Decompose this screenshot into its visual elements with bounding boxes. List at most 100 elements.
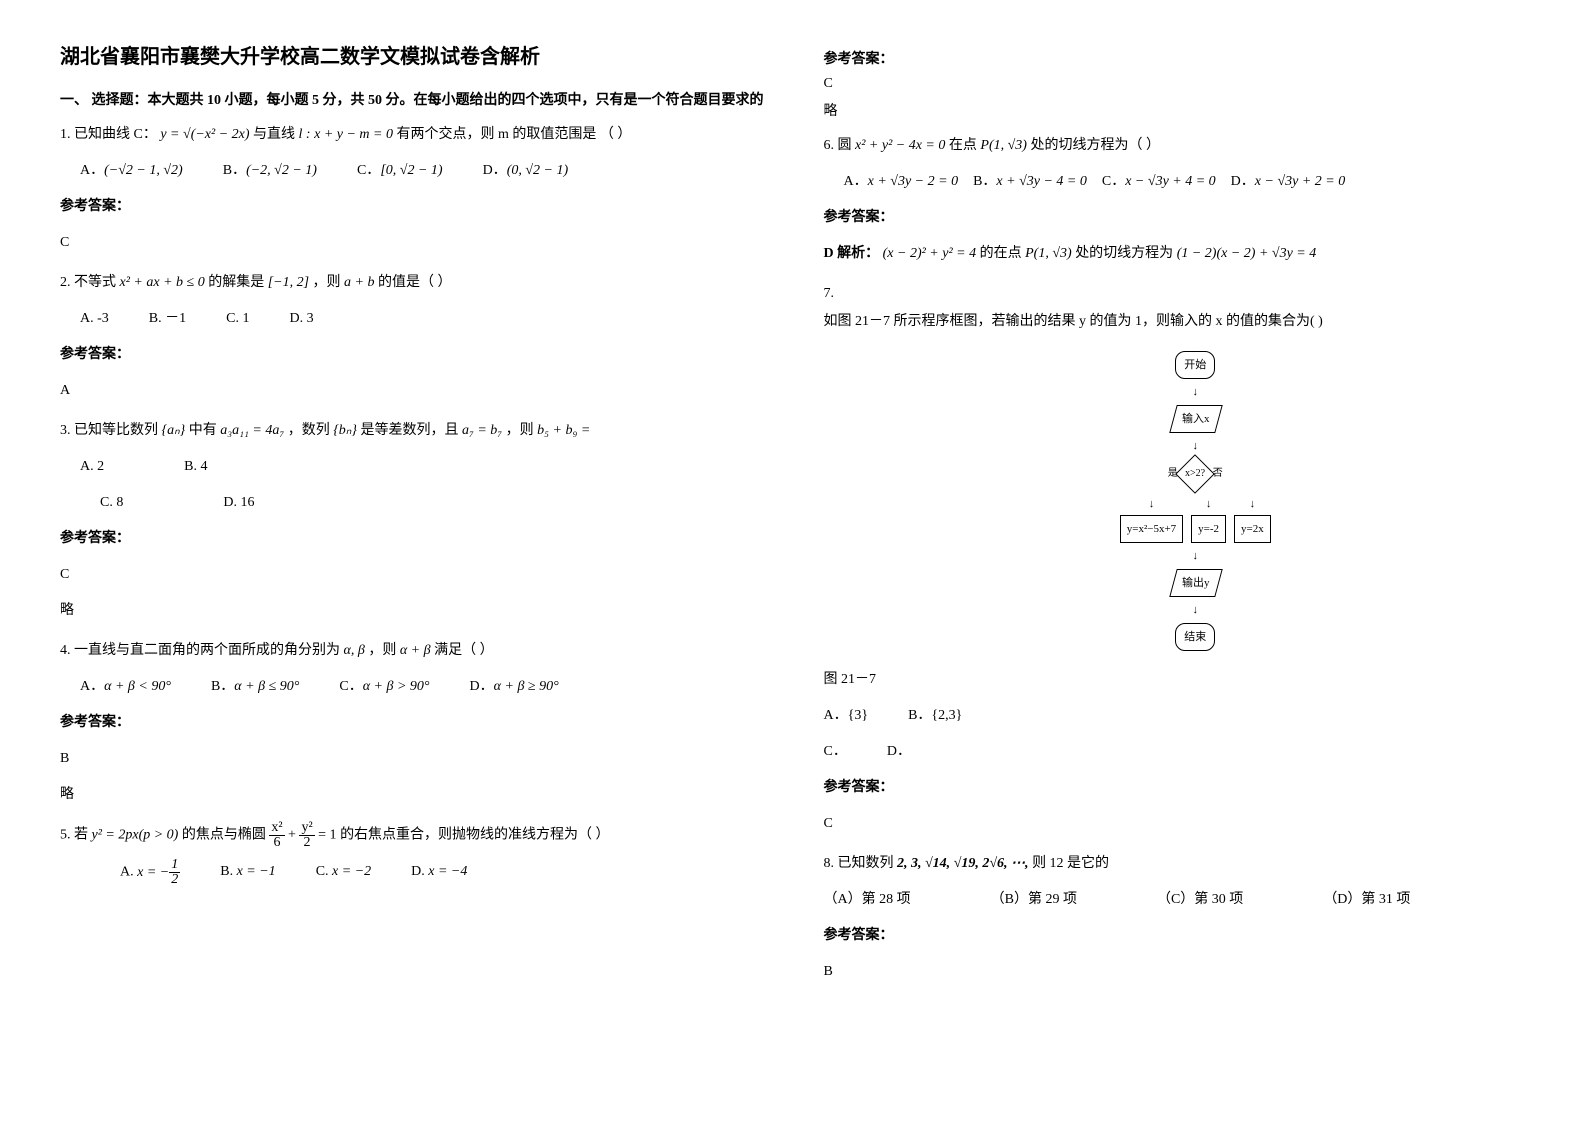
q1-optC-lbl: C． bbox=[357, 163, 380, 178]
q6-optD: x − √3y + 2 = 0 bbox=[1255, 174, 1345, 189]
fc-arrow-l: ↓ bbox=[1149, 493, 1155, 515]
q8-optA: （A）第 28 项 bbox=[824, 886, 911, 914]
q4-optB-lbl: B． bbox=[211, 679, 234, 694]
fc-arrow: ↓ bbox=[864, 381, 1528, 403]
q5-f2d2: 2 bbox=[299, 836, 314, 850]
q6-exp-f2: P(1, √3) bbox=[1025, 246, 1072, 261]
q6-optD-lbl: D． bbox=[1231, 174, 1255, 189]
q5-optA-n: 1 bbox=[169, 858, 180, 873]
q1-text-mid: 与直线 bbox=[253, 127, 299, 142]
q1-ans-label: 参考答案： bbox=[60, 193, 764, 221]
q7-ans: C bbox=[824, 810, 1528, 838]
q7-ans-label: 参考答案： bbox=[824, 774, 1528, 802]
q1-optB: (−2, √2 − 1) bbox=[246, 163, 317, 178]
q3-f5: b₅ + b₉ = bbox=[537, 423, 590, 438]
q3-f2: a₃a₁₁ = 4a₇ bbox=[220, 423, 284, 438]
q3-optA: A. 2 bbox=[80, 453, 104, 481]
q4-optA-lbl: A． bbox=[80, 679, 104, 694]
fc-output-text: 输出y bbox=[1182, 572, 1210, 594]
q3-t1: 中有 bbox=[189, 423, 221, 438]
q3-t3: 是等差数列，且 bbox=[360, 423, 462, 438]
q3-optB: B. 4 bbox=[184, 453, 207, 481]
q5-optA-d: 2 bbox=[169, 873, 180, 887]
q2-optB: B. －1 bbox=[149, 305, 186, 333]
q5-eq: = 1 bbox=[318, 828, 336, 843]
q4-f2: α + β bbox=[400, 643, 431, 658]
q7-optC: C． bbox=[824, 738, 847, 766]
q5-optB-lbl: B. bbox=[220, 864, 233, 879]
fc-box-1: y=x²−5x+7 bbox=[1120, 515, 1183, 543]
question-7: 7. 如图 21－7 所示程序框图，若输出的结果 y 的值为 1，则输入的 x … bbox=[824, 280, 1528, 838]
q3-f1: {aₙ} bbox=[162, 423, 186, 438]
q4-pre: 4. 一直线与直二面角的两个面所成的角分别为 bbox=[60, 643, 344, 658]
q2-options: A. -3 B. －1 C. 1 D. 3 bbox=[80, 305, 764, 333]
q5-options: A. x = −12 B. x = −1 C. x = −2 D. x = −4 bbox=[120, 858, 764, 887]
q5-optC-lbl: C. bbox=[316, 864, 329, 879]
fc-arrow5: ↓ bbox=[864, 545, 1528, 567]
q4-f1: α, β bbox=[344, 643, 365, 658]
q8-post: 则 12 是它的 bbox=[1032, 856, 1109, 871]
q5-frac2: y²2 bbox=[299, 821, 314, 850]
q1-optA: (−√2 − 1, √2) bbox=[104, 163, 183, 178]
q4-optD: α + β ≥ 90° bbox=[494, 679, 559, 694]
q7-options-1: A．{3} B．{2,3} bbox=[824, 702, 1528, 730]
q5-t2: 的右焦点重合，则抛物线的准线方程为（ ） bbox=[340, 828, 610, 843]
question-2: 2. 不等式 x² + ax + b ≤ 0 的解集是 [−1, 2] ，则 a… bbox=[60, 269, 764, 405]
q1-optD: (0, √2 − 1) bbox=[507, 163, 568, 178]
q6-optC-lbl: C． bbox=[1102, 174, 1125, 189]
page-title: 湖北省襄阳市襄樊大升学校高二数学文模拟试卷含解析 bbox=[60, 40, 764, 69]
q5-optD: x = −4 bbox=[428, 864, 467, 879]
q6-t2: 处的切线方程为（ ） bbox=[1030, 138, 1160, 153]
q1-optC: [0, √2 − 1) bbox=[380, 163, 442, 178]
right-column: 参考答案： C 略 6. 圆 x² + y² − 4x = 0 在点 P(1, … bbox=[824, 40, 1528, 998]
fc-branch-row: ↓ y=x²−5x+7 ↓ y=-2 ↓ y=2x bbox=[864, 490, 1528, 543]
q5-ans-label: 参考答案： bbox=[824, 48, 1528, 68]
q3-t2: ，数列 bbox=[288, 423, 334, 438]
q7-optD: D． bbox=[887, 738, 911, 766]
q5-f2d1: 6 bbox=[269, 836, 284, 850]
q4-optA: α + β < 90° bbox=[104, 679, 171, 694]
fc-branch-left: ↓ y=x²−5x+7 bbox=[1120, 493, 1183, 543]
q3-options2: C. 8 D. 16 bbox=[100, 489, 764, 517]
q3-ans: C bbox=[60, 561, 764, 589]
q4-post: 满足（ ） bbox=[434, 643, 494, 658]
q6-optA: x + √3y − 2 = 0 bbox=[868, 174, 958, 189]
q4-ans2: 略 bbox=[60, 781, 764, 809]
q1-ans: C bbox=[60, 229, 764, 257]
q8-options: （A）第 28 项 （B）第 29 项 （C）第 30 项 （D）第 31 项 bbox=[824, 886, 1528, 914]
q1-formula2: l : x + y − m = 0 bbox=[299, 127, 393, 142]
q4-optB: α + β ≤ 90° bbox=[234, 679, 299, 694]
fc-input: 输入x bbox=[1169, 405, 1222, 433]
fc-decision: x>2? bbox=[1175, 454, 1215, 494]
q6-optC: x − √3y + 4 = 0 bbox=[1125, 174, 1215, 189]
q6-ans-label: 参考答案： bbox=[824, 204, 1528, 232]
q5-optA-lbl: A. bbox=[120, 865, 134, 880]
fc-branch-right: ↓ y=2x bbox=[1234, 493, 1271, 543]
q7-options-2: C． D． bbox=[824, 738, 1528, 766]
question-3: 3. 已知等比数列 {aₙ} 中有 a₃a₁₁ = 4a₇ ，数列 {bₙ} 是… bbox=[60, 417, 764, 625]
q5-plus: + bbox=[288, 828, 299, 843]
question-8: 8. 已知数列 2, 3, √14, √19, 2√6, ⋯, 则 12 是它的… bbox=[824, 850, 1528, 986]
q5-optD-lbl: D. bbox=[411, 864, 425, 879]
q6-optA-lbl: A． bbox=[844, 174, 868, 189]
fc-box-2: y=-2 bbox=[1191, 515, 1226, 543]
q2-f2: [−1, 2] bbox=[268, 275, 309, 290]
q5-optB: x = −1 bbox=[237, 864, 276, 879]
q3-pre: 3. 已知等比数列 bbox=[60, 423, 162, 438]
fc-arrow-r: ↓ bbox=[1250, 493, 1256, 515]
fc-branch-mid: ↓ y=-2 bbox=[1191, 493, 1226, 543]
q1-formula1: y = √(−x² − 2x) bbox=[160, 127, 249, 142]
q5-f1: y² = 2px(p > 0) bbox=[92, 828, 179, 843]
q6-optB: x + √3y − 4 = 0 bbox=[996, 174, 1086, 189]
q1-options: A．(−√2 − 1, √2) B．(−2, √2 − 1) C．[0, √2 … bbox=[80, 157, 764, 185]
q4-mid: ，则 bbox=[368, 643, 400, 658]
question-5: 5. 若 y² = 2px(p > 0) 的焦点与椭圆 x²6 + y²2 = … bbox=[60, 821, 764, 887]
q6-options: A．x + √3y − 2 = 0 B．x + √3y − 4 = 0 C．x … bbox=[844, 168, 1528, 196]
q5-f2n2: y² bbox=[299, 821, 314, 836]
q2-pre: 2. 不等式 bbox=[60, 275, 120, 290]
q3-optD: D. 16 bbox=[223, 489, 254, 517]
q1-optA-lbl: A． bbox=[80, 163, 104, 178]
fc-start: 开始 bbox=[1175, 351, 1215, 379]
q8-optD: （D）第 31 项 bbox=[1323, 886, 1410, 914]
q7-text: 如图 21－7 所示程序框图，若输出的结果 y 的值为 1，则输入的 x 的值的… bbox=[824, 308, 1528, 336]
